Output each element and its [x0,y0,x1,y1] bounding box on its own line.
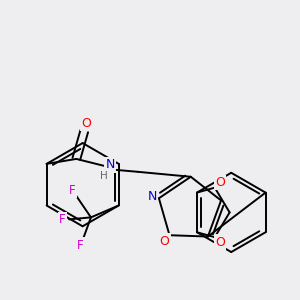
Text: F: F [69,184,75,197]
Text: N: N [105,158,115,171]
Text: N: N [147,190,157,203]
Text: O: O [215,176,225,189]
Text: F: F [59,213,65,226]
Text: F: F [77,238,83,252]
Text: H: H [100,171,108,181]
Text: O: O [215,236,225,249]
Text: O: O [160,235,170,248]
Text: O: O [81,117,91,130]
